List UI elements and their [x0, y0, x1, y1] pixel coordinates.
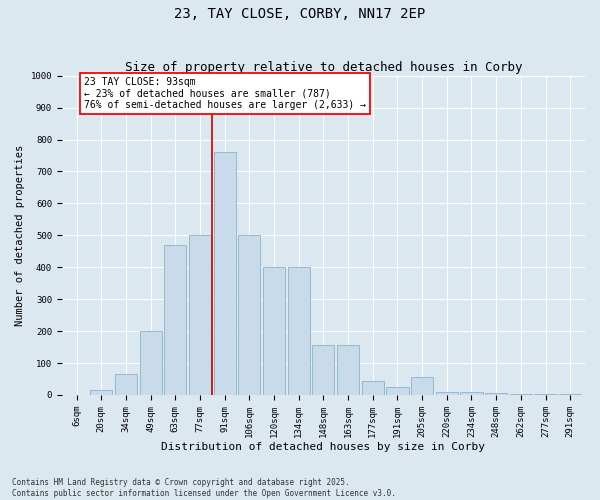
Bar [337, 346, 359, 395]
Bar [362, 380, 384, 395]
Bar [312, 346, 334, 395]
Bar [436, 392, 458, 395]
Bar [485, 394, 507, 395]
Bar [214, 152, 236, 395]
Bar [411, 378, 433, 395]
Bar [559, 394, 581, 395]
Bar [535, 394, 557, 395]
X-axis label: Distribution of detached houses by size in Corby: Distribution of detached houses by size … [161, 442, 485, 452]
Bar [164, 245, 187, 395]
Bar [263, 267, 285, 395]
Text: 23, TAY CLOSE, CORBY, NN17 2EP: 23, TAY CLOSE, CORBY, NN17 2EP [175, 8, 425, 22]
Bar [238, 236, 260, 395]
Bar [115, 374, 137, 395]
Text: 23 TAY CLOSE: 93sqm
← 23% of detached houses are smaller (787)
76% of semi-detac: 23 TAY CLOSE: 93sqm ← 23% of detached ho… [84, 78, 366, 110]
Bar [189, 236, 211, 395]
Bar [140, 331, 162, 395]
Text: Contains HM Land Registry data © Crown copyright and database right 2025.
Contai: Contains HM Land Registry data © Crown c… [12, 478, 396, 498]
Bar [287, 267, 310, 395]
Bar [90, 390, 112, 395]
Bar [460, 392, 482, 395]
Bar [510, 394, 532, 395]
Bar [386, 387, 409, 395]
Title: Size of property relative to detached houses in Corby: Size of property relative to detached ho… [125, 62, 522, 74]
Y-axis label: Number of detached properties: Number of detached properties [15, 144, 25, 326]
